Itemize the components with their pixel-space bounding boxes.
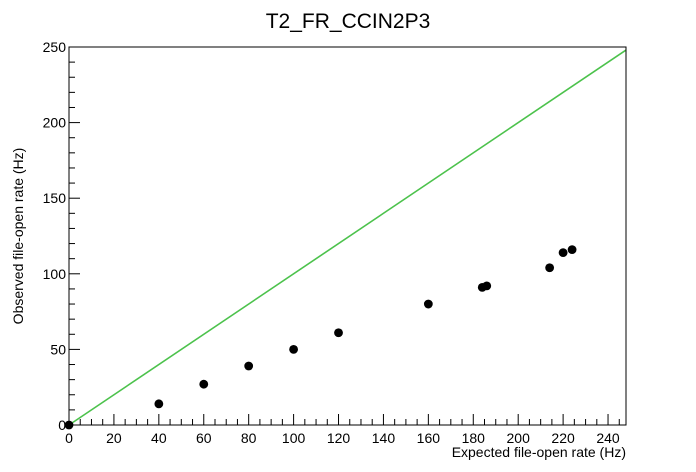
- y-tick-label: 0: [58, 417, 66, 433]
- y-axis-title: Observed file-open rate (Hz): [10, 148, 26, 325]
- data-point: [482, 281, 492, 291]
- reference-line: [68, 49, 627, 426]
- data-point: [567, 245, 577, 255]
- data-point: [154, 399, 164, 409]
- plot-frame: [68, 46, 627, 426]
- x-axis-title: Expected file-open rate (Hz): [452, 444, 626, 460]
- x-tick-label: 220: [551, 430, 575, 446]
- y-tick-label: 50: [50, 341, 66, 357]
- x-tick-label: 180: [462, 430, 486, 446]
- x-tick-label: 80: [241, 430, 257, 446]
- y-tick-label: 150: [43, 190, 67, 206]
- plot-frame-group: [68, 46, 627, 426]
- y-axis: 0 50 100 150 200 250: [43, 39, 80, 433]
- x-tick-label: 200: [507, 430, 531, 446]
- data-point: [545, 263, 555, 273]
- x-tick-label: 100: [282, 430, 306, 446]
- chart-title: T2_FR_CCIN2P3: [266, 10, 431, 33]
- data-point: [423, 299, 433, 309]
- data-point: [558, 248, 568, 258]
- x-tick-label: 40: [151, 430, 167, 446]
- x-tick-label: 0: [65, 430, 73, 446]
- x-tick-label: 20: [106, 430, 122, 446]
- data-point: [334, 328, 343, 338]
- x-axis: 0 20 40 60 80 100 120 140 160 180 200 220 240: [65, 414, 620, 446]
- data-point: [199, 379, 209, 389]
- y-tick-label: 250: [43, 39, 67, 55]
- data-point: [289, 345, 298, 354]
- y-tick-label: 100: [43, 266, 67, 282]
- data-points: [64, 245, 577, 430]
- data-point: [64, 420, 74, 430]
- y-tick-label: 200: [43, 115, 67, 131]
- x-tick-label: 120: [327, 430, 351, 446]
- x-tick-label: 240: [596, 430, 620, 446]
- x-tick-label: 60: [196, 430, 212, 446]
- x-tick-label: 140: [372, 430, 396, 446]
- data-point: [244, 361, 254, 371]
- reference-line-group: [68, 49, 627, 426]
- x-tick-label: 160: [417, 430, 441, 446]
